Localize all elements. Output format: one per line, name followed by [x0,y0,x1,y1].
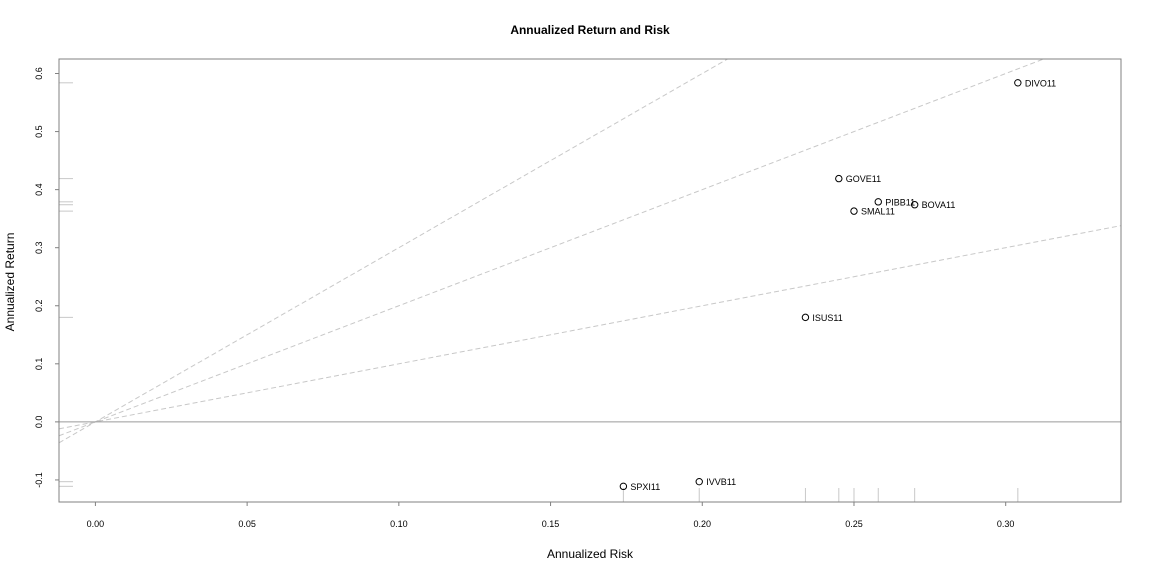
point-label: SPXI11 [630,482,660,492]
point-label: BOVA11 [922,200,956,210]
x-tick-label: 0.20 [694,519,712,529]
plot-frame [58,58,1122,503]
plot-area: DIVO11 GOVE11 PIBB11 BOVA11 SMAL11 ISUS11 IVVB… [34,58,1122,529]
point-label: DIVO11 [1025,78,1056,88]
data-point [801,313,810,322]
x-tick-label: 0.10 [390,519,408,529]
point-label: ISUS11 [812,313,842,323]
data-point [850,207,858,215]
x-tick-label: 0.15 [542,519,560,529]
data-point [910,201,919,209]
y-tick-label: 0.6 [34,67,44,80]
reference-line [59,225,1121,430]
point-label: IVVB11 [706,477,736,487]
data-point [874,198,882,206]
y-tick-label: -0.1 [34,472,44,488]
x-tick-label: 0.00 [87,519,105,529]
x-tick-label: 0.30 [997,519,1015,529]
data-point [695,477,703,486]
plot-inner [59,59,1121,502]
x-tick-label: 0.05 [238,519,256,529]
x-axis-label: Annualized Risk [547,547,634,561]
y-tick-label: 0.3 [34,241,44,254]
y-tick-label: 0.5 [34,125,44,138]
y-tick-label: 0.4 [34,183,44,196]
y-tick-label: 0.1 [34,358,44,371]
point-label: GOVE11 [846,174,881,184]
data-point [835,174,843,183]
y-tick-label: 0.0 [34,416,44,429]
data-point [619,482,628,491]
y-axis-label: Annualized Return [3,233,17,332]
point-label: SMAL11 [861,207,895,217]
x-tick-label: 0.25 [845,519,863,529]
y-tick-label: 0.2 [34,299,44,312]
reference-line [59,59,729,444]
point-label: PIBB11 [885,197,915,207]
chart-title: Annualized Return and Risk [510,23,670,37]
reference-line [59,59,1046,437]
data-point [1014,79,1022,87]
